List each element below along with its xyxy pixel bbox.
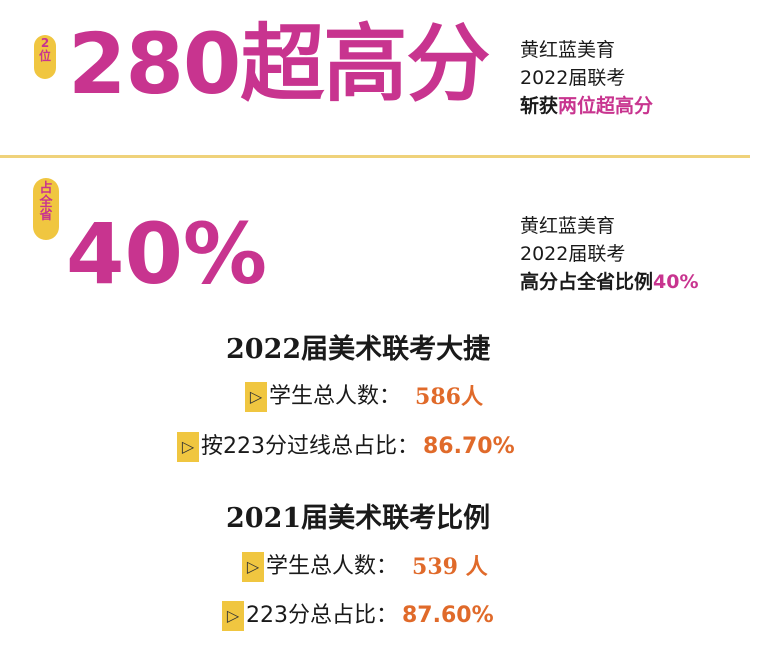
rank-badge-number: 2 xyxy=(40,36,50,50)
stats-2022-ratio-row: ▷ 按223分过线总占比： 86.70% xyxy=(177,432,515,462)
stats-2021-total-row: ▷ 学生总人数： 539 人 xyxy=(242,552,488,582)
share-side-text: 黄红蓝美育 2022届联考 高分占全省比例40% xyxy=(520,212,699,296)
hero-side-line2: 2022届联考 xyxy=(520,67,626,89)
stats-2021-total-label: 学生总人数： xyxy=(266,554,399,579)
share-side-line1: 黄红蓝美育 xyxy=(520,215,616,237)
stats-2021-total-value: 539 人 xyxy=(412,554,488,580)
section-divider xyxy=(0,155,750,158)
province-badge-char2: 全 xyxy=(39,194,53,210)
rank-badge-unit: 位 xyxy=(38,48,51,63)
percent-headline: 40% xyxy=(66,205,268,303)
score-headline: 280超高分 xyxy=(68,15,490,113)
hero-side-text: 黄红蓝美育 2022届联考 斩获两位超高分 xyxy=(520,36,653,120)
stats-2022-heading: 2022届美术联考大捷 xyxy=(226,334,491,365)
stats-2022-ratio-value: 86.70% xyxy=(423,434,515,459)
stats-2021-ratio-value: 87.60% xyxy=(402,603,494,628)
share-side-accent: 40% xyxy=(653,271,699,293)
play-marker-icon: ▷ xyxy=(245,382,267,412)
play-marker-icon: ▷ xyxy=(242,552,264,582)
hero-side-prefix: 斩获 xyxy=(520,95,559,117)
play-marker-icon: ▷ xyxy=(177,432,199,462)
province-badge-char3: 省 xyxy=(39,208,53,224)
stats-2022-total-label: 学生总人数： xyxy=(269,384,402,409)
hero-side-line1: 黄红蓝美育 xyxy=(520,39,616,61)
province-badge: 占 全 省 xyxy=(33,178,59,240)
stats-2021-ratio-row: ▷ 223分总占比： 87.60% xyxy=(222,601,494,631)
stats-2022-total-row: ▷ 学生总人数： 586人 xyxy=(245,382,483,412)
stats-2021-heading: 2021届美术联考比例 xyxy=(226,503,491,534)
share-side-line2: 2022届联考 xyxy=(520,243,626,265)
hero-side-accent: 两位超高分 xyxy=(558,95,654,117)
province-badge-char1: 占 xyxy=(39,181,53,196)
play-marker-icon: ▷ xyxy=(222,601,244,631)
share-side-prefix: 高分占全省比例 xyxy=(520,271,654,293)
stats-2022-ratio-label: 按223分过线总占比： xyxy=(201,434,419,459)
share-side-line3: 高分占全省比例40% xyxy=(520,268,699,296)
hero-side-line3: 斩获两位超高分 xyxy=(520,92,653,120)
stats-2021-ratio-label: 223分总占比： xyxy=(246,603,398,628)
rank-badge: 2 位 xyxy=(34,35,56,79)
stats-2022-total-value: 586人 xyxy=(415,384,483,410)
